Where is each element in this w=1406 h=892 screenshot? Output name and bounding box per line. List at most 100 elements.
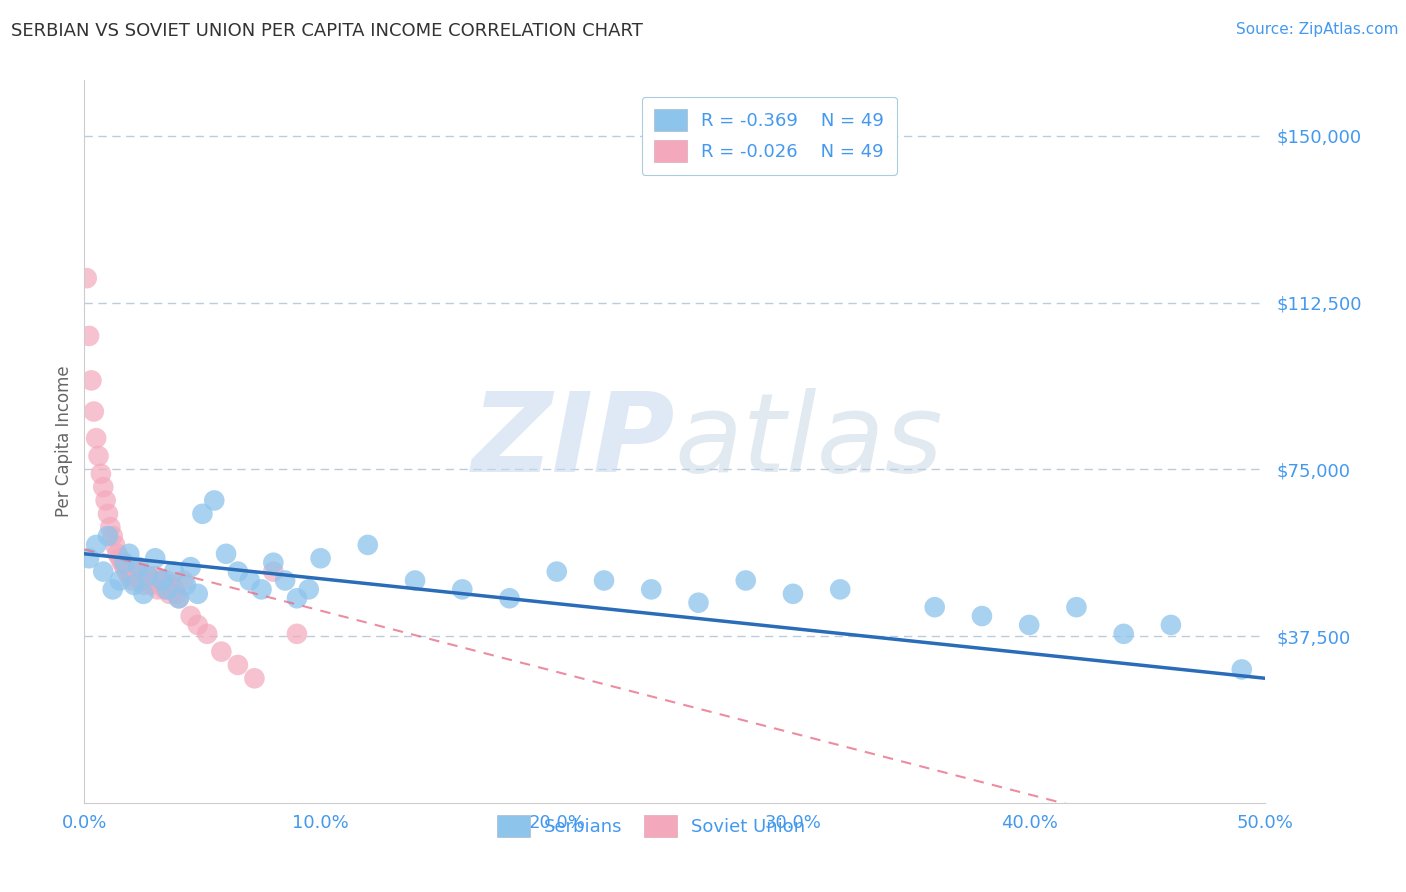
Point bbox=[191, 507, 214, 521]
Point bbox=[76, 271, 98, 285]
Point bbox=[84, 538, 107, 552]
Point bbox=[404, 574, 426, 588]
Point bbox=[150, 574, 173, 588]
Point bbox=[215, 547, 238, 561]
Point bbox=[129, 574, 152, 588]
Point bbox=[156, 582, 179, 597]
Point bbox=[114, 560, 136, 574]
Point bbox=[924, 600, 946, 615]
Text: atlas: atlas bbox=[675, 388, 943, 495]
Point bbox=[97, 529, 120, 543]
Point bbox=[274, 574, 297, 588]
Point bbox=[94, 493, 117, 508]
Point bbox=[132, 578, 155, 592]
Point bbox=[132, 587, 155, 601]
Point bbox=[91, 565, 114, 579]
Point bbox=[149, 574, 172, 588]
Point bbox=[118, 569, 141, 583]
Point bbox=[1066, 600, 1088, 615]
Point bbox=[97, 507, 120, 521]
Point bbox=[1160, 618, 1182, 632]
Point bbox=[226, 565, 249, 579]
Point bbox=[135, 574, 157, 588]
Point bbox=[122, 565, 145, 579]
Point bbox=[226, 657, 249, 672]
Point bbox=[166, 587, 188, 601]
Point bbox=[167, 591, 190, 606]
Point bbox=[163, 582, 186, 597]
Point bbox=[451, 582, 474, 597]
Point bbox=[101, 529, 124, 543]
Text: SERBIAN VS SOVIET UNION PER CAPITA INCOME CORRELATION CHART: SERBIAN VS SOVIET UNION PER CAPITA INCOM… bbox=[11, 22, 643, 40]
Point bbox=[118, 547, 141, 561]
Point bbox=[128, 569, 150, 583]
Point bbox=[143, 551, 166, 566]
Point bbox=[153, 582, 176, 597]
Point bbox=[143, 569, 166, 583]
Point bbox=[98, 520, 121, 534]
Point bbox=[87, 449, 110, 463]
Point bbox=[163, 565, 186, 579]
Point bbox=[830, 582, 852, 597]
Point bbox=[156, 574, 179, 588]
Point bbox=[243, 671, 266, 685]
Point bbox=[262, 556, 284, 570]
Point bbox=[357, 538, 380, 552]
Point bbox=[139, 578, 162, 592]
Point bbox=[498, 591, 520, 606]
Point bbox=[91, 480, 114, 494]
Point bbox=[593, 574, 616, 588]
Point bbox=[298, 582, 321, 597]
Text: ZIP: ZIP bbox=[471, 388, 675, 495]
Point bbox=[309, 551, 332, 566]
Point bbox=[173, 574, 195, 588]
Point bbox=[180, 560, 202, 574]
Point bbox=[136, 569, 159, 583]
Point bbox=[167, 591, 190, 606]
Point bbox=[688, 596, 710, 610]
Point bbox=[90, 467, 112, 481]
Point bbox=[77, 551, 100, 566]
Point bbox=[121, 574, 143, 588]
Point bbox=[195, 627, 218, 641]
Legend: Serbians, Soviet Union: Serbians, Soviet Union bbox=[489, 808, 813, 845]
Point bbox=[142, 574, 165, 588]
Point bbox=[239, 574, 262, 588]
Point bbox=[83, 404, 105, 418]
Point bbox=[174, 578, 197, 592]
Point bbox=[150, 578, 173, 592]
Point bbox=[128, 560, 150, 574]
Point bbox=[1112, 627, 1135, 641]
Point bbox=[202, 493, 225, 508]
Point bbox=[84, 431, 107, 445]
Point bbox=[285, 591, 308, 606]
Point bbox=[1018, 618, 1040, 632]
Text: Source: ZipAtlas.com: Source: ZipAtlas.com bbox=[1236, 22, 1399, 37]
Point bbox=[77, 329, 100, 343]
Point bbox=[209, 645, 232, 659]
Point bbox=[782, 587, 804, 601]
Y-axis label: Per Capita Income: Per Capita Income bbox=[55, 366, 73, 517]
Point bbox=[108, 551, 131, 566]
Point bbox=[1230, 662, 1253, 676]
Point bbox=[146, 582, 169, 597]
Point bbox=[187, 587, 209, 601]
Point bbox=[104, 538, 127, 552]
Point bbox=[107, 547, 129, 561]
Point bbox=[187, 618, 209, 632]
Point bbox=[101, 582, 124, 597]
Point bbox=[285, 627, 308, 641]
Point bbox=[122, 578, 145, 592]
Point bbox=[125, 560, 148, 574]
Point bbox=[970, 609, 993, 624]
Point bbox=[160, 578, 183, 592]
Point bbox=[80, 373, 103, 387]
Point bbox=[734, 574, 756, 588]
Point bbox=[262, 565, 284, 579]
Point bbox=[111, 556, 134, 570]
Point bbox=[180, 609, 202, 624]
Point bbox=[546, 565, 568, 579]
Point bbox=[157, 587, 180, 601]
Point bbox=[250, 582, 273, 597]
Point bbox=[115, 565, 138, 579]
